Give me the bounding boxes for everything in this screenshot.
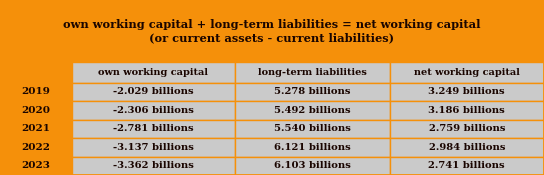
Bar (72, 157, 235, 175)
Text: 2022: 2022 (21, 143, 51, 152)
Text: 2023: 2023 (21, 161, 51, 170)
Bar (0, 138, 72, 157)
Bar (390, 83, 544, 101)
Bar (72, 120, 235, 138)
Text: 3.186 billions: 3.186 billions (428, 106, 505, 115)
Bar (235, 157, 390, 175)
Bar (0, 62, 72, 83)
Text: 2.741 billions: 2.741 billions (429, 161, 505, 170)
Text: own working capital: own working capital (98, 68, 208, 77)
Text: net working capital: net working capital (414, 68, 520, 77)
Text: 2021: 2021 (21, 124, 51, 133)
Text: -2.029 billions: -2.029 billions (113, 88, 194, 96)
Bar (235, 101, 390, 120)
Bar (235, 120, 390, 138)
Bar (0, 0, 544, 62)
Bar (235, 83, 390, 101)
Text: 2.759 billions: 2.759 billions (429, 124, 505, 133)
Text: -2.781 billions: -2.781 billions (113, 124, 194, 133)
Text: -3.362 billions: -3.362 billions (113, 161, 194, 170)
Text: 2019: 2019 (21, 88, 51, 96)
Bar (390, 62, 544, 83)
Text: -2.306 billions: -2.306 billions (113, 106, 194, 115)
Bar (72, 101, 235, 120)
Bar (72, 138, 235, 157)
Text: 3.249 billions: 3.249 billions (429, 88, 505, 96)
Text: 2.984 billions: 2.984 billions (429, 143, 505, 152)
Text: 5.540 billions: 5.540 billions (274, 124, 351, 133)
Text: 5.492 billions: 5.492 billions (274, 106, 350, 115)
Text: -3.137 billions: -3.137 billions (113, 143, 194, 152)
Text: 6.121 billions: 6.121 billions (274, 143, 351, 152)
Bar (72, 83, 235, 101)
Bar (235, 62, 390, 83)
Bar (390, 138, 544, 157)
Bar (235, 138, 390, 157)
Bar (0, 157, 72, 175)
Text: 2020: 2020 (21, 106, 51, 115)
Text: own working capital + long-term liabilities = net working capital
(or current as: own working capital + long-term liabilit… (63, 19, 481, 43)
Bar (0, 101, 72, 120)
Bar (390, 101, 544, 120)
Bar (390, 120, 544, 138)
Bar (390, 157, 544, 175)
Text: long-term liabilities: long-term liabilities (258, 68, 367, 77)
Bar (72, 62, 235, 83)
Text: 6.103 billions: 6.103 billions (274, 161, 351, 170)
Bar (0, 120, 72, 138)
Text: 5.278 billions: 5.278 billions (274, 88, 350, 96)
Bar (0, 83, 72, 101)
